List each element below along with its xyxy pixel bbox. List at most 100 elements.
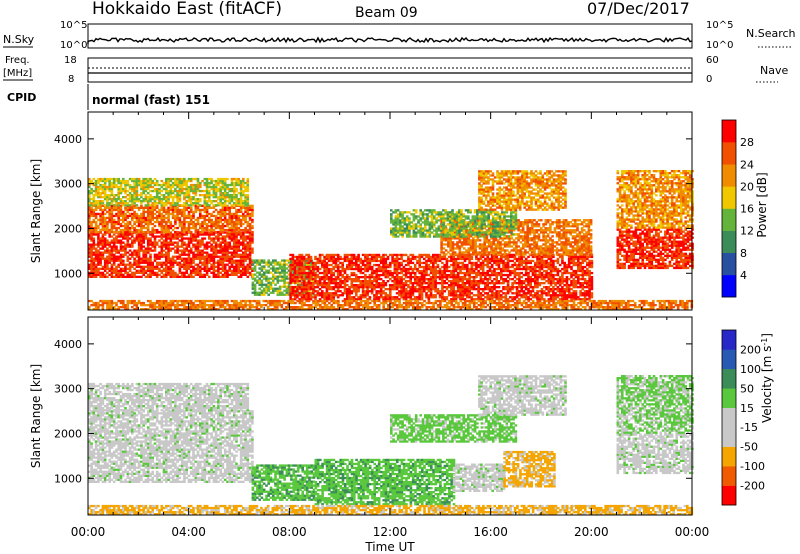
- heatmap-cell: [247, 194, 250, 196]
- heatmap-cell: [471, 262, 474, 264]
- heatmap-cell: [99, 229, 102, 231]
- heatmap-cell: [337, 268, 340, 270]
- heatmap-cell: [97, 233, 100, 235]
- heatmap-cell: [407, 256, 410, 258]
- heatmap-cell: [154, 225, 157, 227]
- heatmap-cell: [113, 246, 116, 248]
- heatmap-cell: [117, 272, 120, 274]
- heatmap-cell: [439, 272, 442, 274]
- heatmap-cell: [185, 182, 188, 184]
- heatmap-cell: [477, 280, 480, 282]
- heatmap-cell: [113, 239, 116, 241]
- heatmap-cell: [328, 284, 331, 286]
- heatmap-cell: [133, 200, 136, 202]
- heatmap-cell: [247, 182, 250, 184]
- heatmap-cell: [348, 286, 351, 288]
- heatmap-cell: [303, 268, 306, 270]
- heatmap-cell: [217, 235, 220, 237]
- heatmap-cell: [330, 268, 333, 270]
- heatmap-cell: [362, 254, 365, 256]
- heatmap-cell: [518, 282, 521, 284]
- heatmap-cell: [131, 274, 134, 276]
- heatmap-cell: [389, 262, 392, 264]
- heatmap-cell: [296, 296, 299, 298]
- heatmap-cell: [170, 235, 173, 237]
- heatmap-cell: [102, 184, 105, 186]
- heatmap-cell: [328, 280, 331, 282]
- heatmap-cell: [450, 286, 453, 288]
- heatmap-cell: [249, 237, 252, 239]
- heatmap-cell: [296, 286, 299, 288]
- heatmap-cell: [261, 280, 264, 282]
- heatmap-cell: [387, 294, 390, 296]
- heatmap-cell: [484, 274, 487, 276]
- heatmap-cell: [172, 196, 175, 198]
- heatmap-cell: [111, 223, 114, 225]
- heatmap-cell: [310, 278, 313, 280]
- heatmap-cell: [165, 264, 168, 266]
- heatmap-cell: [242, 246, 245, 248]
- heatmap-cell: [249, 268, 252, 270]
- heatmap-cell: [147, 258, 150, 260]
- heatmap-cell: [434, 260, 437, 262]
- heatmap-cell: [362, 280, 365, 282]
- heatmap-cell: [385, 268, 388, 270]
- heatmap-cell: [484, 286, 487, 288]
- heatmap-cell: [270, 261, 273, 263]
- heatmap-cell: [375, 276, 378, 278]
- heatmap-cell: [274, 288, 277, 290]
- heatmap-cell: [505, 292, 508, 294]
- heatmap-cell: [224, 256, 227, 258]
- heatmap-cell: [389, 290, 392, 292]
- heatmap-cell: [247, 204, 250, 206]
- heatmap-cell: [140, 244, 143, 246]
- heatmap-cell: [387, 296, 390, 298]
- heatmap-cell: [151, 262, 154, 264]
- heatmap-cell: [525, 278, 528, 280]
- heatmap-cell: [133, 192, 136, 194]
- heatmap-cell: [201, 274, 204, 276]
- heatmap-cell: [217, 204, 220, 206]
- heatmap-cell: [373, 288, 376, 290]
- heatmap-cell: [210, 260, 213, 262]
- heatmap-cell: [432, 288, 435, 290]
- heatmap-cell: [120, 270, 123, 272]
- heatmap-cell: [425, 274, 428, 276]
- heatmap-cell: [111, 264, 114, 266]
- heatmap-cell: [190, 262, 193, 264]
- heatmap-cell: [222, 231, 225, 233]
- heatmap-cell: [163, 182, 166, 184]
- heatmap-cell: [140, 250, 143, 252]
- heatmap-cell: [314, 290, 317, 292]
- heatmap-cell: [102, 235, 105, 237]
- heatmap-cell: [228, 274, 231, 276]
- heatmap-cell: [197, 207, 200, 209]
- heatmap-cell: [486, 292, 489, 294]
- heatmap-cell: [206, 252, 209, 254]
- heatmap-cell: [238, 250, 241, 252]
- heatmap-cell: [321, 272, 324, 274]
- heatmap-cell: [226, 264, 229, 266]
- heatmap-cell: [387, 274, 390, 276]
- heatmap-cell: [113, 270, 116, 272]
- heatmap-cell: [129, 270, 132, 272]
- heatmap-cell: [179, 266, 182, 268]
- heatmap-cell: [190, 211, 193, 213]
- heatmap-cell: [303, 270, 306, 272]
- heatmap-cell: [208, 219, 211, 221]
- heatmap-cell: [147, 178, 150, 180]
- heatmap-cell: [170, 221, 173, 223]
- heatmap-cell: [222, 223, 225, 225]
- heatmap-cell: [145, 256, 148, 258]
- heatmap-cell: [165, 196, 168, 198]
- heatmap-cell: [242, 186, 245, 188]
- heatmap-cell: [140, 246, 143, 248]
- heatmap-cell: [176, 219, 179, 221]
- heatmap-cell: [369, 296, 372, 298]
- heatmap-cell: [117, 192, 120, 194]
- heatmap-cell: [149, 254, 152, 256]
- heatmap-cell: [249, 227, 252, 229]
- heatmap-cell: [235, 219, 238, 221]
- heatmap-cell: [217, 270, 220, 272]
- heatmap-cell: [102, 268, 105, 270]
